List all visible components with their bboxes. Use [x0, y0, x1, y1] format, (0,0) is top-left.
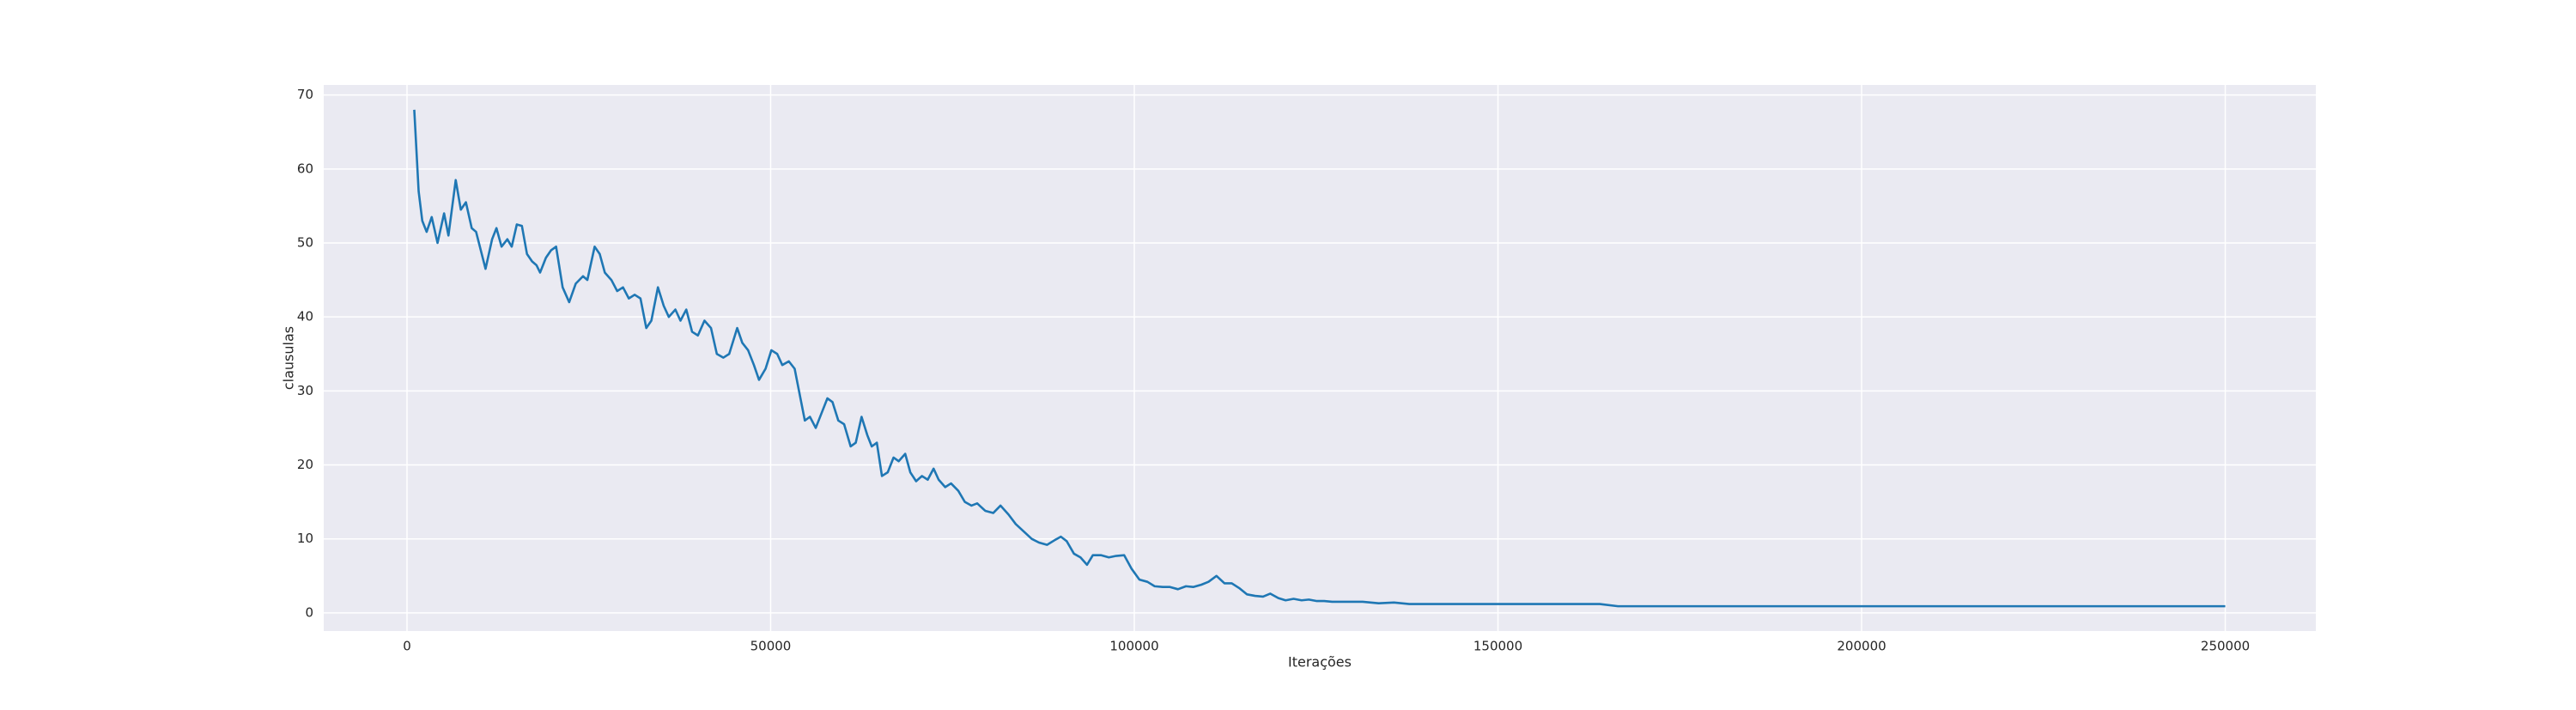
y-tick-label: 70: [297, 87, 313, 102]
y-tick-label: 40: [297, 309, 313, 325]
x-axis-label: Iterações: [1288, 654, 1352, 671]
plot-area: [324, 85, 2316, 631]
y-tick-label: 0: [305, 604, 313, 620]
x-tick-label: 200000: [1837, 639, 1886, 654]
y-tick-label: 50: [297, 234, 313, 250]
x-tick-label: 50000: [750, 639, 792, 654]
x-tick-label: 100000: [1109, 639, 1158, 654]
y-axis-label: clausulas: [281, 326, 297, 390]
x-tick-label: 250000: [2201, 639, 2250, 654]
y-tick-label: 10: [297, 531, 313, 546]
y-tick-label: 30: [297, 383, 313, 398]
x-tick-label: 150000: [1473, 639, 1522, 654]
y-tick-label: 60: [297, 161, 313, 176]
data-line: [413, 109, 2226, 608]
x-tick-label: 0: [403, 639, 411, 654]
y-tick-label: 20: [297, 457, 313, 472]
